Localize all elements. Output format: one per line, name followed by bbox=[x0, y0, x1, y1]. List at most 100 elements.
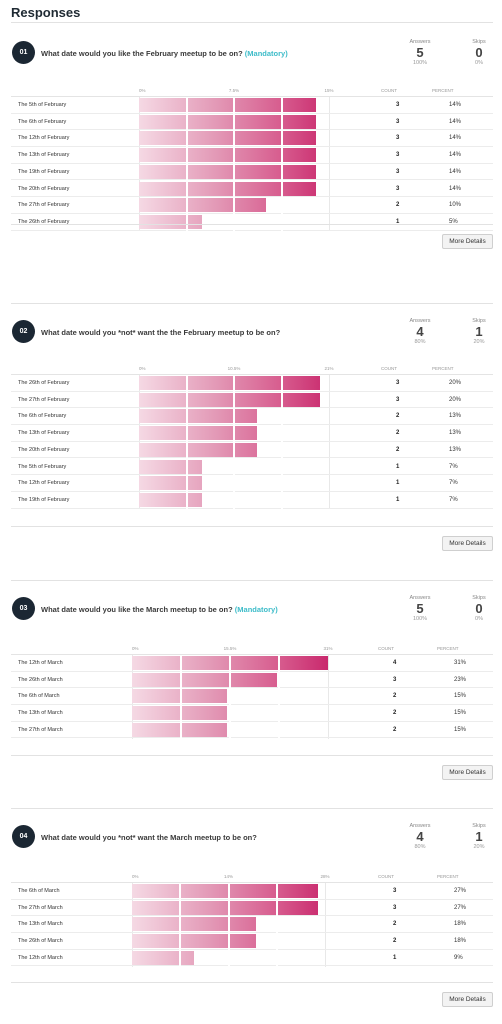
answer-bar bbox=[132, 934, 257, 949]
answer-label: The 27th of March bbox=[18, 726, 63, 733]
answers-percent: 80% bbox=[414, 339, 426, 345]
answer-row: The 27th of March 2 15% bbox=[11, 722, 493, 739]
answer-percent: 5% bbox=[449, 218, 458, 225]
skips-count: 1 bbox=[475, 324, 483, 339]
answer-bar bbox=[139, 442, 257, 457]
skips-label: Skips bbox=[472, 595, 486, 601]
answer-count: 3 bbox=[393, 904, 397, 911]
answer-percent: 13% bbox=[449, 446, 462, 453]
answer-percent: 18% bbox=[454, 938, 467, 945]
answer-bar bbox=[139, 164, 317, 179]
answers-label: Answers bbox=[409, 823, 431, 829]
answer-row: The 12th of March 1 9% bbox=[11, 950, 493, 967]
answers-stat: Answers 5 100% bbox=[400, 39, 440, 66]
answers-label: Answers bbox=[409, 595, 431, 601]
percent-column-header: PERCENT bbox=[437, 874, 459, 879]
answers-count: 5 bbox=[416, 45, 424, 60]
axis-tick-label: 31% bbox=[323, 646, 333, 651]
answer-label: The 26th of March bbox=[18, 938, 63, 945]
axis-tick-label: 0% bbox=[139, 88, 146, 93]
answer-label: The 20th of February bbox=[18, 185, 70, 192]
answer-row: The 20th of February 2 13% bbox=[11, 442, 493, 459]
answer-bar bbox=[139, 459, 203, 474]
answer-bar bbox=[139, 214, 203, 229]
section-footer-divider bbox=[11, 982, 493, 983]
answer-count: 3 bbox=[393, 888, 397, 894]
chart-header: 0% 14% 28% COUNT PERCENT bbox=[11, 873, 493, 883]
answer-row: The 19th of February 3 14% bbox=[11, 164, 493, 181]
answer-row: The 13th of February 3 14% bbox=[11, 147, 493, 164]
answer-count: 2 bbox=[393, 726, 397, 733]
answer-bar bbox=[139, 492, 203, 507]
question-number-badge: 04 bbox=[12, 825, 35, 848]
skips-stat: Skips 1 20% bbox=[459, 823, 499, 850]
mandatory-tag: (Mandatory) bbox=[234, 605, 278, 614]
answers-count: 4 bbox=[416, 829, 424, 844]
answer-row: The 12th of February 1 7% bbox=[11, 475, 493, 492]
skips-count: 0 bbox=[475, 601, 483, 616]
answer-bar bbox=[139, 409, 257, 424]
answer-percent: 14% bbox=[449, 152, 462, 159]
answer-percent: 13% bbox=[449, 430, 462, 437]
question-number-badge: 03 bbox=[12, 597, 35, 620]
skips-count: 1 bbox=[475, 829, 483, 844]
answer-count: 3 bbox=[396, 118, 400, 125]
more-details-button[interactable]: More Details bbox=[442, 234, 493, 249]
axis-tick-label: 0% bbox=[139, 366, 146, 371]
section-divider bbox=[11, 303, 493, 304]
answer-label: The 20th of February bbox=[18, 446, 70, 453]
answer-count: 1 bbox=[393, 954, 397, 961]
answer-bar bbox=[132, 917, 257, 932]
answer-count: 4 bbox=[393, 660, 397, 666]
skips-label: Skips bbox=[472, 39, 486, 45]
answer-row: The 27th of March 3 27% bbox=[11, 900, 493, 917]
answer-row: The 26th of March 2 18% bbox=[11, 933, 493, 950]
more-details-button[interactable]: More Details bbox=[442, 765, 493, 780]
answer-percent: 9% bbox=[454, 954, 463, 961]
answer-label: The 26th of February bbox=[18, 380, 70, 386]
count-column-header: COUNT bbox=[381, 88, 397, 93]
chart-gridline bbox=[329, 375, 330, 509]
answer-count: 2 bbox=[396, 413, 400, 420]
answer-count: 2 bbox=[393, 921, 397, 928]
answer-bar bbox=[139, 98, 317, 112]
answer-percent: 14% bbox=[449, 135, 462, 142]
answer-percent: 10% bbox=[449, 202, 462, 209]
skips-percent: 20% bbox=[473, 339, 485, 345]
percent-column-header: PERCENT bbox=[437, 646, 459, 651]
percent-column-header: PERCENT bbox=[432, 366, 454, 371]
answer-percent: 20% bbox=[449, 380, 462, 386]
skips-stat: Skips 0 0% bbox=[459, 39, 499, 66]
answer-row: The 27th of February 2 10% bbox=[11, 197, 493, 214]
chart-header: 0% 15.5% 31% COUNT PERCENT bbox=[11, 645, 493, 655]
response-chart: 0% 14% 28% COUNT PERCENT The 6th of March 3 27%… bbox=[11, 873, 493, 967]
count-column-header: COUNT bbox=[381, 366, 397, 371]
answer-row: The 13th of March 2 15% bbox=[11, 705, 493, 722]
skips-percent: 20% bbox=[473, 844, 485, 850]
answers-stat: Answers 4 80% bbox=[400, 823, 440, 850]
answer-count: 2 bbox=[393, 710, 397, 717]
question-section: 03 What date would you like the March mee… bbox=[11, 580, 493, 785]
response-chart: 0% 7.5% 15% COUNT PERCENT The 5th of February… bbox=[11, 87, 493, 231]
more-details-button[interactable]: More Details bbox=[442, 536, 493, 551]
skips-count: 0 bbox=[475, 45, 483, 60]
answer-percent: 7% bbox=[449, 463, 458, 470]
header-divider bbox=[11, 22, 493, 23]
answer-bar bbox=[132, 884, 319, 898]
answer-count: 2 bbox=[396, 202, 400, 209]
question-title: What date would you *not* want the the F… bbox=[41, 328, 281, 337]
section-divider bbox=[11, 580, 493, 581]
answer-label: The 27th of March bbox=[18, 904, 63, 911]
chart-gridline bbox=[139, 375, 140, 509]
answer-row: The 6th of February 3 14% bbox=[11, 114, 493, 131]
axis-tick-label: 14% bbox=[223, 874, 234, 879]
answer-row: The 6th of March 3 27% bbox=[11, 883, 493, 900]
response-chart: 0% 10.5% 21% COUNT PERCENT The 26th of Februa… bbox=[11, 365, 493, 509]
answer-count: 3 bbox=[393, 676, 397, 683]
answer-percent: 14% bbox=[449, 118, 462, 125]
answers-label: Answers bbox=[409, 318, 431, 324]
axis-tick-label: 15.5% bbox=[223, 646, 237, 651]
answer-label: The 19th of February bbox=[18, 168, 70, 175]
answer-bar bbox=[132, 656, 328, 670]
more-details-button[interactable]: More Details bbox=[442, 992, 493, 1007]
